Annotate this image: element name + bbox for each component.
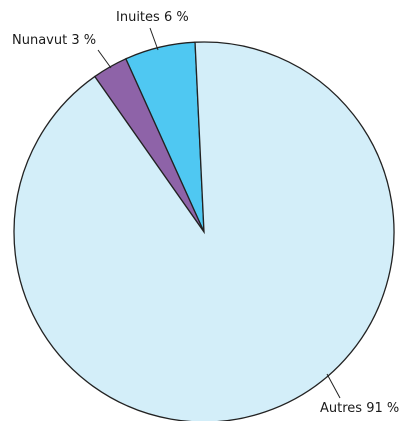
slice-name: Autres xyxy=(320,401,362,416)
slice-name: Inuites xyxy=(116,10,160,25)
slice-name: Nunavut xyxy=(12,33,67,48)
slice-value: 3 % xyxy=(71,33,96,48)
leader-line xyxy=(326,373,341,399)
slice-label: Inuites 6 % xyxy=(116,10,189,25)
slice-label: Autres 91 % xyxy=(320,401,399,416)
leader-line xyxy=(149,27,159,51)
slice-value: 6 % xyxy=(164,10,189,25)
slice-value: 91 % xyxy=(366,401,399,416)
leader-line xyxy=(97,49,112,69)
pie-slice xyxy=(13,41,395,421)
slice-label: Nunavut 3 % xyxy=(12,33,96,48)
